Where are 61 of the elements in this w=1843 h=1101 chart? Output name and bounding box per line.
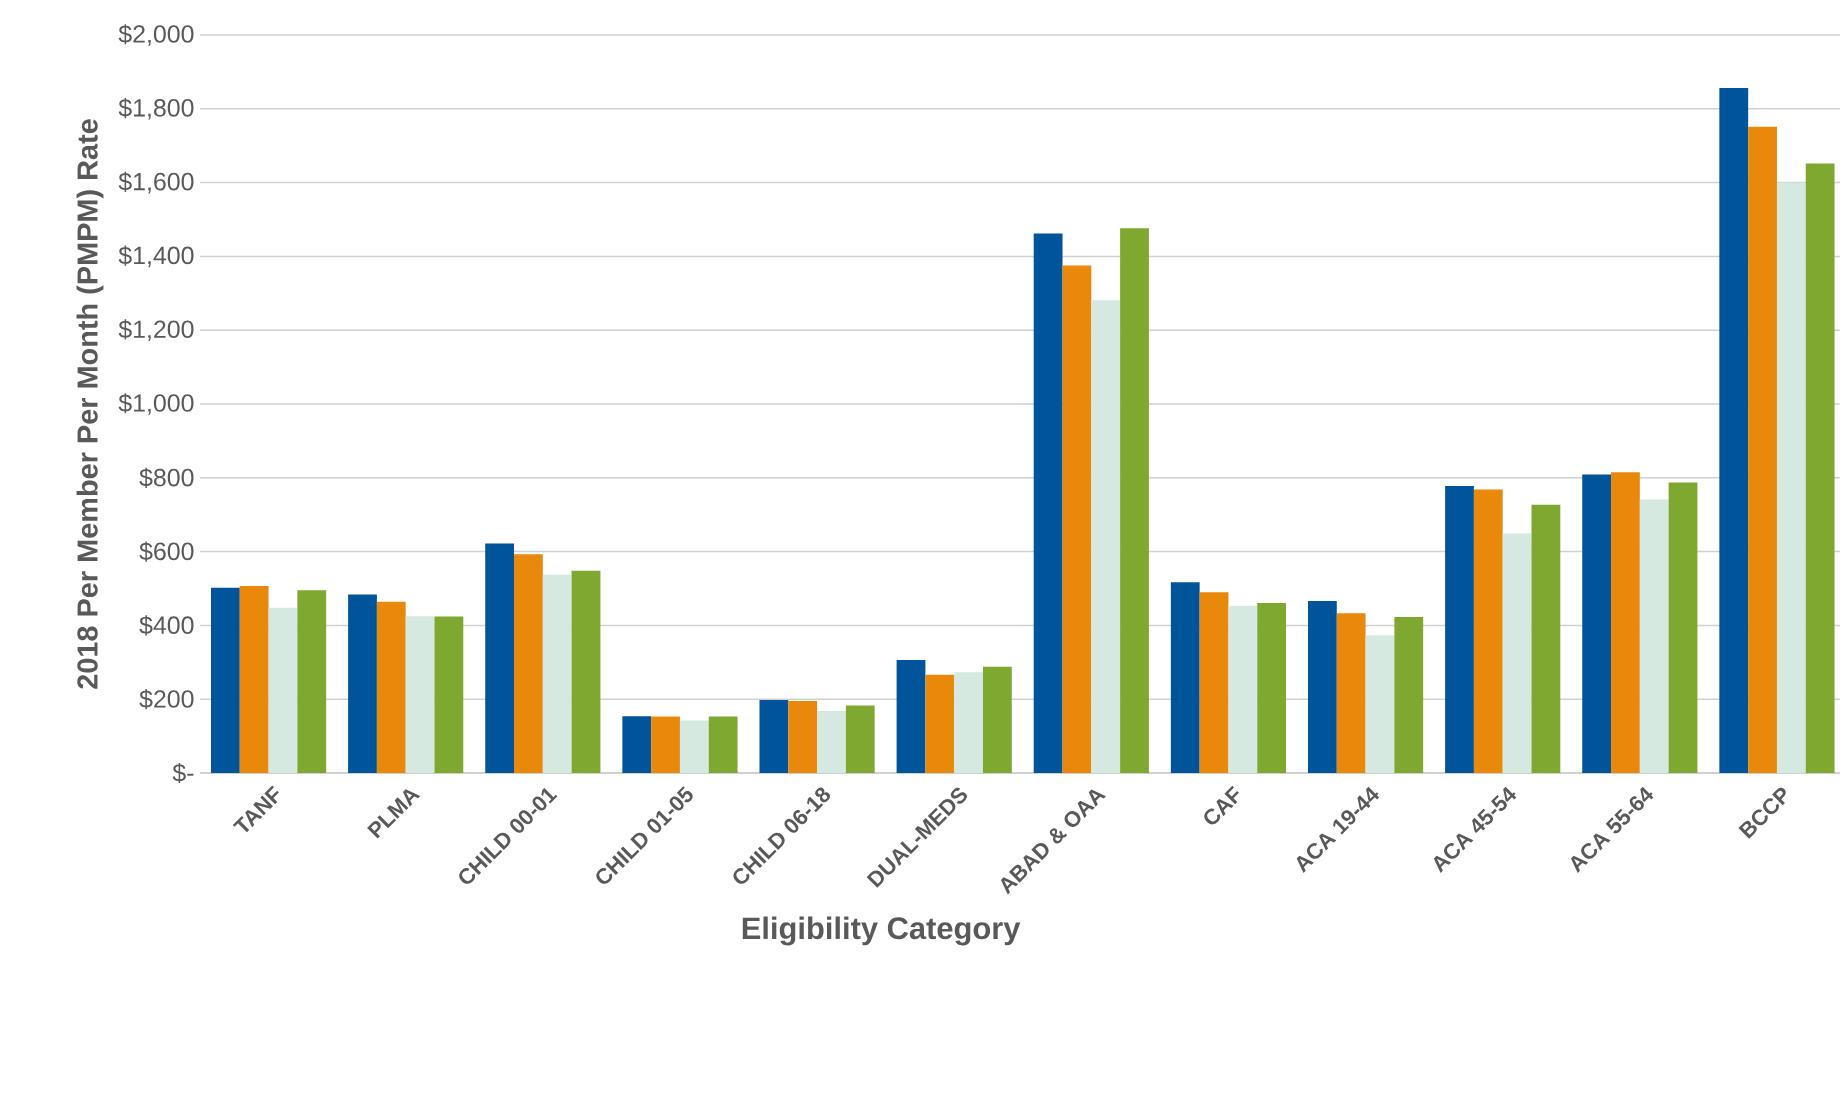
bar <box>788 701 818 773</box>
bar <box>1091 300 1121 773</box>
bar <box>268 607 298 773</box>
bar <box>514 554 543 773</box>
bar <box>1719 88 1749 773</box>
bar <box>759 699 789 773</box>
y-tick-label: $400 <box>139 615 194 636</box>
bar <box>210 587 240 773</box>
bar <box>1228 605 1258 773</box>
y-tick-label: $1,200 <box>118 319 194 341</box>
bar <box>1120 228 1149 773</box>
bar <box>1445 485 1474 773</box>
bar <box>571 570 601 773</box>
bar <box>1170 582 1200 773</box>
y-tick-label: $200 <box>139 689 194 710</box>
bar <box>1336 613 1366 773</box>
bar <box>297 590 327 773</box>
y-tick-label: $1,000 <box>118 393 194 415</box>
y-tick-label: $- <box>172 762 194 784</box>
bar <box>982 666 1012 773</box>
bar <box>1639 499 1669 773</box>
bar <box>622 716 652 773</box>
bar <box>896 660 926 773</box>
bar <box>1805 163 1835 773</box>
bar <box>1748 126 1777 773</box>
bar <box>1776 182 1806 773</box>
bar <box>1531 504 1561 773</box>
bar <box>405 616 435 773</box>
bar <box>1394 616 1424 773</box>
bar <box>1365 635 1395 773</box>
bar <box>845 705 875 773</box>
bar <box>434 616 464 773</box>
bar <box>1668 482 1698 773</box>
bar <box>1473 489 1503 773</box>
bar <box>376 601 406 773</box>
bar <box>1611 472 1640 773</box>
bar <box>542 574 572 773</box>
bar <box>1199 592 1229 773</box>
x-axis-title: Eligibility Category <box>742 916 1021 946</box>
bar <box>925 674 955 773</box>
bar <box>1033 233 1063 773</box>
bar <box>651 716 680 773</box>
bar <box>1062 265 1092 773</box>
y-tick-label: $800 <box>139 467 194 488</box>
bar <box>679 720 709 773</box>
bar <box>954 672 983 773</box>
bar <box>348 594 377 773</box>
y-axis-title: 2018 Per Member Per Month (PMPM) Rate <box>76 119 104 689</box>
y-tick-label: $600 <box>139 541 194 562</box>
bar <box>1582 474 1612 773</box>
bar <box>1502 533 1532 773</box>
bar <box>485 543 515 773</box>
y-tick-label: $2,000 <box>118 24 194 46</box>
bar <box>708 716 738 773</box>
bar <box>239 585 269 773</box>
y-tick-label: $1,800 <box>118 97 194 120</box>
bar <box>1307 601 1337 773</box>
y-tick-label: $1,400 <box>118 245 194 268</box>
bar <box>817 711 846 773</box>
y-tick-label: $1,600 <box>118 171 194 194</box>
bar <box>1257 602 1287 773</box>
